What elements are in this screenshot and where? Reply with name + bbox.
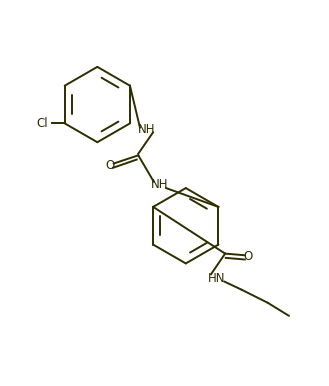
Text: NH: NH <box>151 178 168 191</box>
Text: Cl: Cl <box>36 117 48 130</box>
Text: O: O <box>243 251 253 263</box>
Text: NH: NH <box>138 123 155 135</box>
Text: HN: HN <box>208 272 226 285</box>
Text: O: O <box>106 159 115 172</box>
